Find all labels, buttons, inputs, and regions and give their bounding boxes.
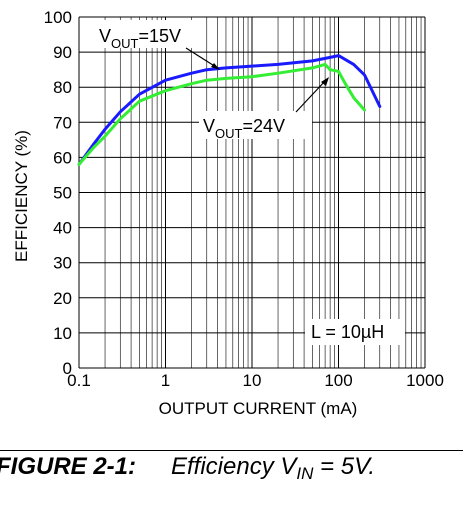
- y-tick-label: 100: [44, 8, 72, 27]
- y-tick-label: 90: [53, 43, 72, 62]
- series-label-24v: VOUT=24V: [203, 116, 285, 141]
- x-tick-label: 10: [243, 371, 262, 390]
- y-tick-label: 40: [53, 219, 72, 238]
- pointer-arrows: [185, 47, 329, 113]
- inductor-label: L = 10µH: [311, 322, 384, 342]
- series-layer: [77, 54, 382, 166]
- figure-label: FIGURE 2-1:: [0, 453, 137, 480]
- series-line-24v: [77, 62, 366, 166]
- pointer-24v: [295, 79, 327, 113]
- inductor-box: [305, 319, 405, 345]
- label-box-24v: [199, 111, 312, 139]
- series-line-15v: [77, 54, 382, 166]
- tick-labels: 0.1 1 10 100 1000 0 10 20 30 40 50 60 70 80 90 100: [44, 8, 444, 390]
- arrowhead-24v: [321, 77, 329, 86]
- x-axis-title: OUTPUT CURRENT (mA): [159, 399, 358, 418]
- efficiency-chart: 0.1 1 10 100 1000 0 10 20 30 40 50 60 70 80 90 100 VOUT…: [12, 8, 444, 418]
- series-label-15v: VOUT=15V: [99, 26, 181, 51]
- label-box-15v: [95, 20, 205, 48]
- y-axis-title: EFFICIENCY (%): [12, 130, 31, 262]
- y-tick-label: 30: [53, 254, 72, 273]
- y-tick-label: 70: [53, 113, 72, 132]
- caption-divider: [0, 450, 463, 451]
- y-tick-label: 0: [63, 359, 72, 378]
- x-tick-label: 1000: [406, 371, 444, 390]
- y-tick-label: 80: [53, 78, 72, 97]
- y-tick-label: 60: [53, 148, 72, 167]
- figure-caption: Efficiency VIN = 5V.: [171, 453, 375, 483]
- grid: [78, 16, 426, 369]
- x-tick-label: 0.1: [67, 371, 91, 390]
- y-tick-label: 20: [53, 289, 72, 308]
- y-tick-label: 50: [53, 184, 72, 203]
- pointer-15v: [185, 47, 217, 68]
- y-tick-label: 10: [53, 324, 72, 343]
- arrowhead-15v: [211, 63, 220, 70]
- x-tick-label: 1: [161, 371, 170, 390]
- x-tick-label: 100: [324, 371, 352, 390]
